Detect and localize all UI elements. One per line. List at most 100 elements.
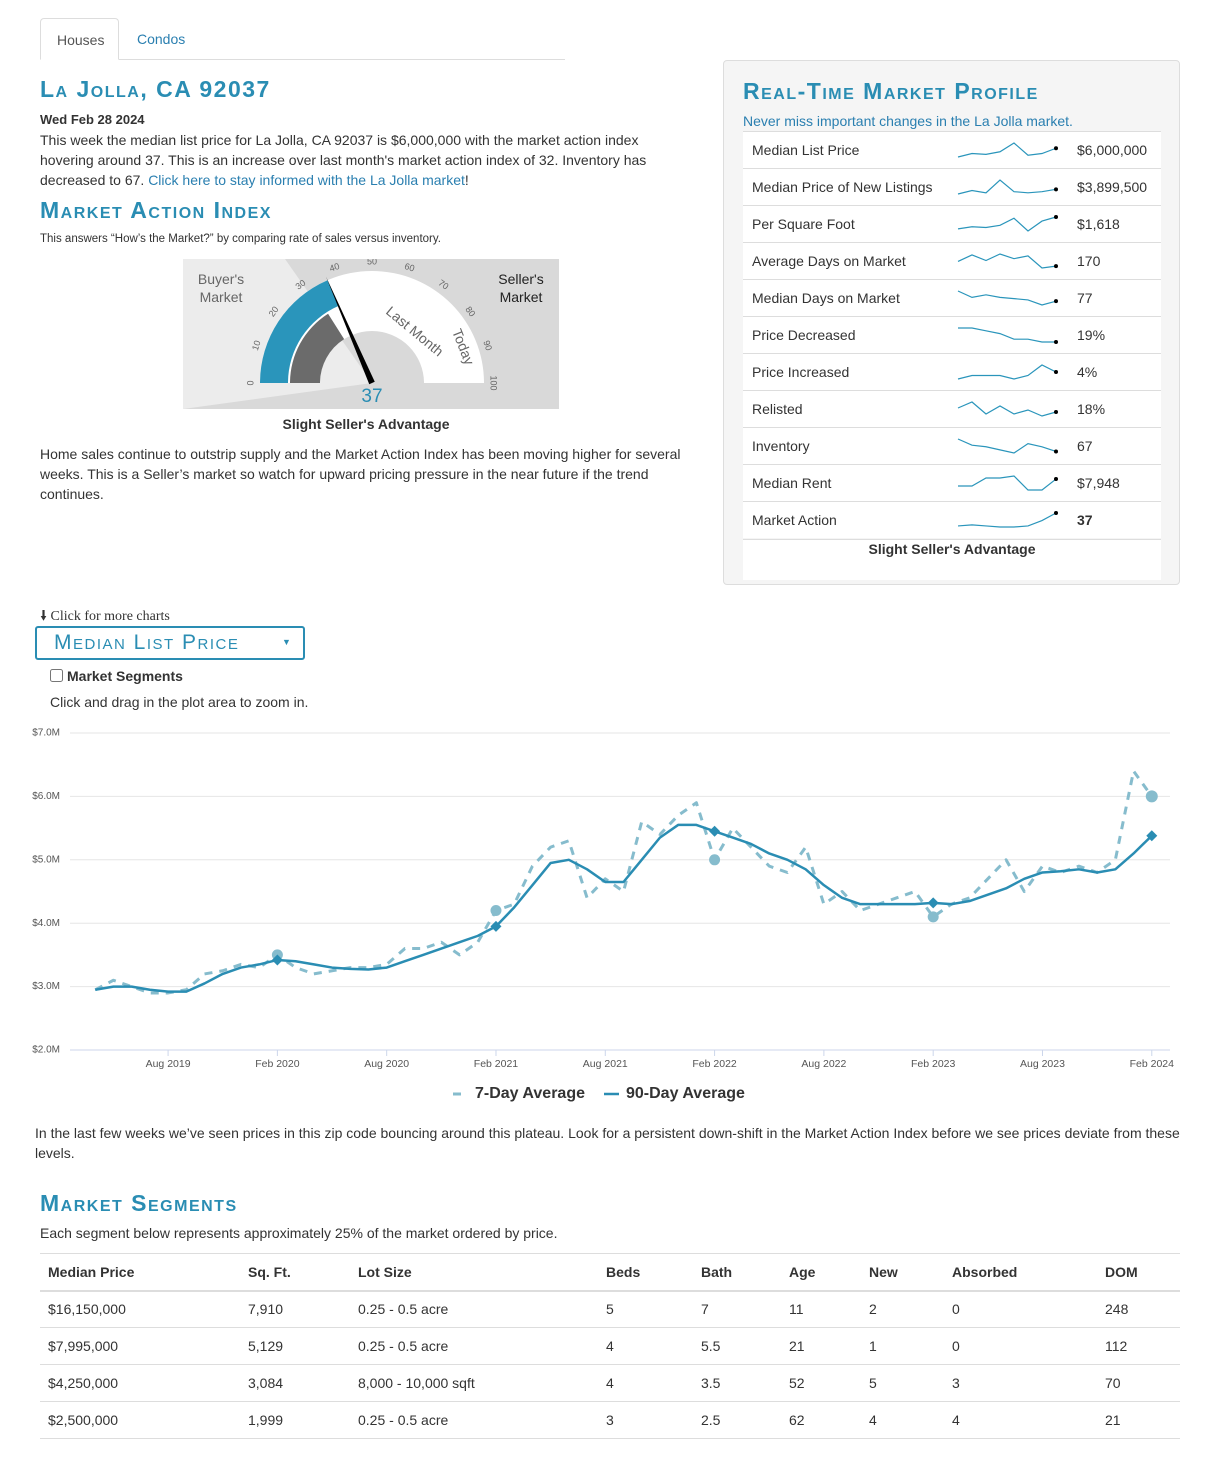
- table-cell: 4: [598, 1364, 693, 1402]
- gauge-tick-label: 100: [489, 375, 499, 390]
- sparkline-end: [1054, 146, 1058, 151]
- chart-selector-text[interactable]: Median List Price: [54, 631, 240, 654]
- table-cell: $16,150,000: [40, 1290, 240, 1328]
- checkbox-label[interactable]: Market Segments: [67, 668, 183, 684]
- table-cell: 4: [944, 1401, 1097, 1439]
- segments-toggle[interactable]: Market Segments: [50, 668, 183, 684]
- table-cell: 0.25 - 0.5 acre: [350, 1290, 598, 1328]
- point-marker: [927, 911, 939, 923]
- x-tick-label: Aug 2019: [146, 1058, 191, 1070]
- gauge-tick-label: 0: [245, 380, 255, 385]
- market-profile: Real-Time Market Profile Never miss impo…: [723, 60, 1180, 585]
- table-cell: 5,129: [240, 1327, 350, 1365]
- sparkline-end: [1054, 449, 1058, 454]
- x-tick-label: Feb 2020: [255, 1058, 300, 1070]
- sparkline-line: [957, 512, 1057, 528]
- tab[interactable]: Condos: [137, 31, 186, 47]
- summary: Home sales continue to outstrip supply a…: [40, 446, 681, 502]
- gauge-needle: [325, 276, 375, 385]
- metric-label: Per Square Foot: [752, 216, 855, 232]
- column-header: New: [861, 1253, 944, 1292]
- column-header: Lot Size: [350, 1253, 598, 1292]
- table-cell: 7,910: [240, 1290, 350, 1328]
- metric-value: $3,899,500: [1077, 179, 1148, 195]
- profile-subtitle[interactable]: Never miss important changes in the La J…: [743, 113, 1073, 129]
- sparkline-line: [957, 216, 1057, 232]
- gauge-tick-label: 70: [436, 278, 450, 292]
- caret: ▼: [282, 637, 291, 647]
- sparkline: [957, 438, 1058, 454]
- metric-value: 4%: [1077, 364, 1098, 380]
- table-cell: 21: [781, 1327, 861, 1365]
- subscribe-link[interactable]: Click here to stay informed with the La …: [148, 172, 465, 188]
- gauge-tick-label: 80: [463, 305, 477, 319]
- sparkline: [957, 401, 1058, 417]
- sparkline-line: [957, 179, 1057, 195]
- table-cell: 11: [781, 1290, 861, 1328]
- point-marker: [709, 854, 721, 866]
- sparkline-line: [957, 253, 1057, 269]
- tab-rule: [40, 59, 565, 60]
- metric-label: Median Rent: [752, 475, 832, 491]
- sparkline-end: [1054, 299, 1058, 304]
- point-marker: [927, 897, 939, 909]
- table-cell: 248: [1097, 1290, 1180, 1328]
- table-cell: 3,084: [240, 1364, 350, 1402]
- metric-value: $6,000,000: [1077, 142, 1148, 158]
- x-tick-label: Aug 2021: [583, 1058, 628, 1070]
- table-cell: 0: [944, 1290, 1097, 1328]
- table-cell: $4,250,000: [40, 1364, 240, 1402]
- y-tick-label: $2.0M: [32, 1045, 60, 1056]
- sparkline-line: [957, 290, 1057, 306]
- gauge: 0 10 20 30 40 50 60 70 80 90 100 Last Month Today 37 …: [183, 259, 559, 409]
- chart-selector[interactable]: Median List Price ▼: [35, 626, 305, 660]
- price-chart: $2.0M $3.0M $4.0M $5.0M $6.0M $7.0M Aug 2019 Fe…: [32, 728, 1174, 1103]
- x-tick-label: Feb 2023: [911, 1058, 956, 1070]
- table-body: $16,150,000 7,910 0.25 - 0.5 acre 5 7 11 2 0 248…: [40, 1290, 1180, 1439]
- intro: This week the median list price for La J…: [40, 130, 658, 190]
- point-marker: [490, 920, 502, 932]
- sparkline-end: [1054, 370, 1058, 374]
- sparkline: [958, 327, 1058, 344]
- verdict: Slight Seller's Advantage: [282, 416, 450, 432]
- profile-row: Market Action 37: [743, 501, 1161, 538]
- table-cell: 2: [861, 1290, 944, 1328]
- profile-row: Median Price of New Listings $3,899,500: [743, 168, 1161, 205]
- sparkline: [958, 475, 1058, 491]
- table-cell: 62: [781, 1401, 861, 1439]
- more-charts[interactable]: 🠛︎ Click for more charts: [40, 609, 170, 624]
- x-tick-label: Feb 2022: [692, 1058, 737, 1070]
- table-row: $2,500,000 1,999 0.25 - 0.5 acre 3 2.5 62 4 4 21: [40, 1401, 1180, 1439]
- gauge-today: [260, 280, 339, 383]
- gauge-tick-label: 20: [267, 305, 281, 319]
- gauge-tick-label: 30: [294, 278, 308, 292]
- sparkline: [957, 253, 1058, 269]
- profile-row: Inventory 67: [743, 427, 1161, 464]
- table-cell: 70: [1097, 1364, 1180, 1402]
- more-charts-text[interactable]: Click for more charts: [50, 609, 170, 624]
- checkbox[interactable]: [50, 669, 63, 682]
- sparkline-line: [958, 475, 1057, 491]
- table-row: $4,250,000 3,084 8,000 - 10,000 sqft 4 3.5 52…: [40, 1364, 1180, 1402]
- profile-row: Price Increased 4%: [743, 353, 1161, 390]
- section-heading: Market Segments: [40, 1190, 238, 1216]
- sparkline: [957, 364, 1058, 380]
- column-header: Bath: [693, 1253, 781, 1292]
- y-tick-label: $3.0M: [32, 981, 60, 992]
- table-cell: 7: [693, 1290, 781, 1328]
- y-tick-label: $5.0M: [32, 854, 60, 865]
- point-marker: [271, 954, 283, 966]
- gauge-tick-label: 60: [403, 261, 416, 274]
- metric-value: 19%: [1077, 327, 1106, 343]
- tab[interactable]: Houses: [40, 18, 119, 60]
- column-header: Sq. Ft.: [240, 1253, 350, 1292]
- sparkline: [957, 215, 1058, 232]
- sparkline-end: [1054, 340, 1058, 344]
- profile-row: Median Rent $7,948: [743, 464, 1161, 501]
- description: This answers “How’s the Market?” by comp…: [40, 233, 441, 245]
- profile-row: Price Decreased 19%: [743, 316, 1161, 353]
- metric-label: Inventory: [752, 438, 810, 454]
- metric-label: Price Increased: [752, 364, 850, 380]
- table-cell: 3: [944, 1364, 1097, 1402]
- metric-label: Relisted: [752, 401, 803, 417]
